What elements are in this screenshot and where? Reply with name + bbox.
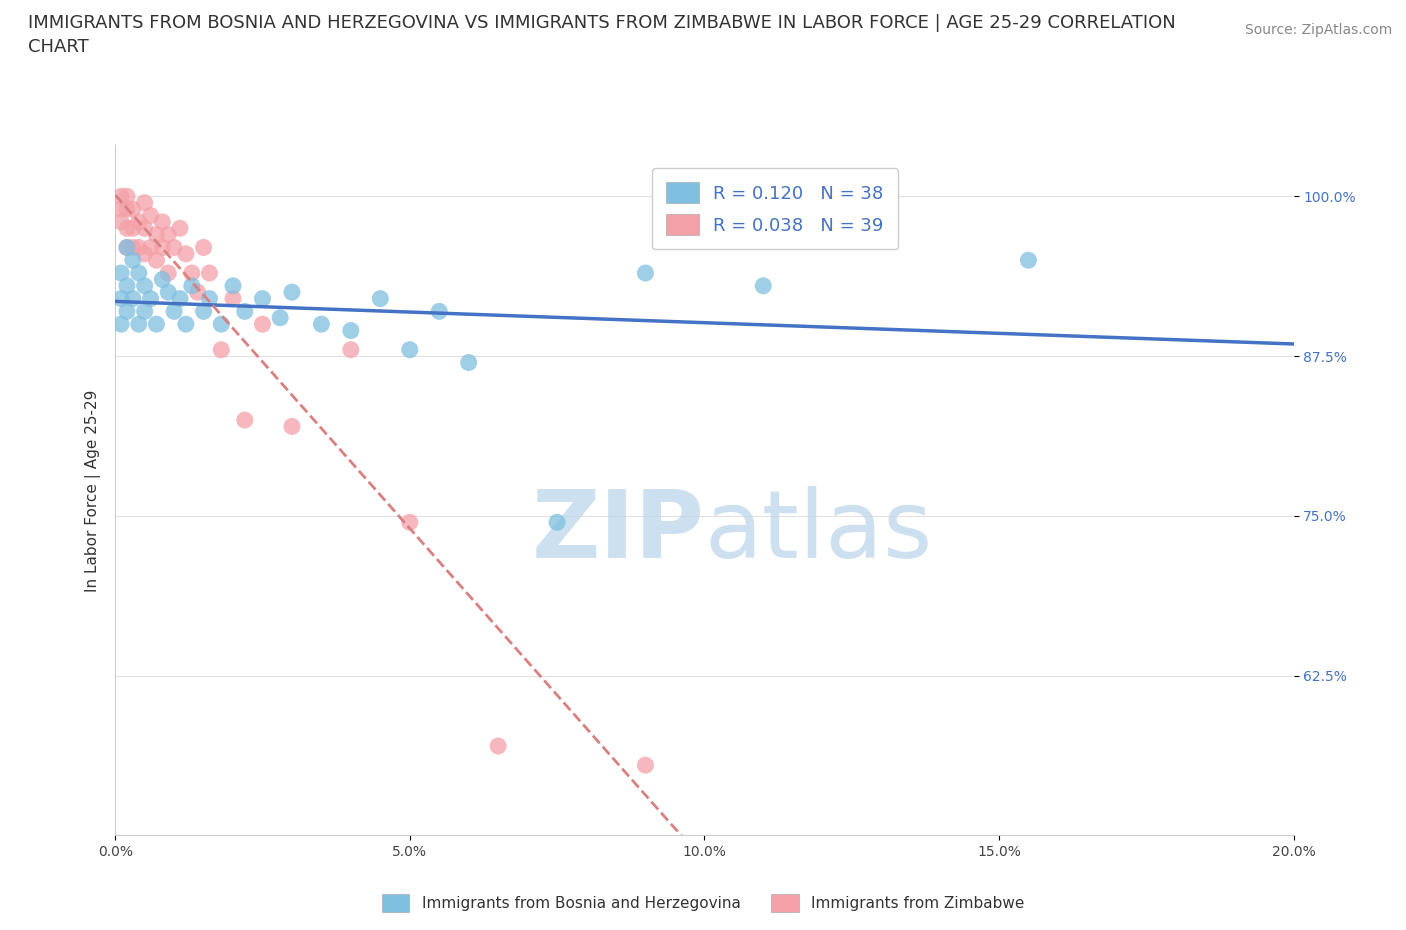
Point: [187, 285, 209, 299]
Point: [340, 323, 363, 338]
Point: [752, 278, 775, 293]
Point: [222, 278, 245, 293]
Point: [128, 266, 150, 281]
Legend: R = 0.120   N = 38, R = 0.038   N = 39: R = 0.120 N = 38, R = 0.038 N = 39: [652, 168, 898, 249]
Point: [121, 240, 143, 255]
Point: [634, 758, 657, 773]
Point: [145, 253, 167, 268]
Point: [163, 240, 186, 255]
Text: Source: ZipAtlas.com: Source: ZipAtlas.com: [1244, 23, 1392, 37]
Point: [546, 515, 568, 530]
Point: [150, 215, 173, 230]
Point: [209, 317, 232, 332]
Point: [281, 285, 304, 299]
Point: [134, 246, 156, 261]
Point: [115, 240, 138, 255]
Point: [398, 342, 420, 357]
Point: [1017, 253, 1039, 268]
Point: [121, 253, 143, 268]
Text: IMMIGRANTS FROM BOSNIA AND HERZEGOVINA VS IMMIGRANTS FROM ZIMBABWE IN LABOR FORC: IMMIGRANTS FROM BOSNIA AND HERZEGOVINA V…: [28, 14, 1175, 56]
Point: [193, 304, 215, 319]
Point: [163, 304, 186, 319]
Point: [169, 291, 191, 306]
Point: [281, 419, 304, 434]
Point: [110, 215, 132, 230]
Point: [134, 304, 156, 319]
Point: [110, 291, 132, 306]
Point: [115, 240, 138, 255]
Point: [398, 515, 420, 530]
Point: [150, 240, 173, 255]
Point: [269, 311, 291, 325]
Point: [311, 317, 333, 332]
Point: [157, 227, 180, 242]
Point: [198, 291, 221, 306]
Point: [110, 202, 132, 217]
Point: [134, 278, 156, 293]
Point: [128, 240, 150, 255]
Point: [110, 189, 132, 204]
Point: [198, 266, 221, 281]
Point: [145, 317, 167, 332]
Point: [115, 304, 138, 319]
Point: [157, 285, 180, 299]
Point: [233, 413, 256, 428]
Point: [115, 202, 138, 217]
Point: [169, 220, 191, 235]
Point: [110, 317, 132, 332]
Point: [193, 240, 215, 255]
Point: [139, 208, 162, 223]
Point: [115, 189, 138, 204]
Point: [180, 278, 202, 293]
Point: [427, 304, 450, 319]
Point: [121, 220, 143, 235]
Point: [139, 291, 162, 306]
Point: [222, 291, 245, 306]
Point: [486, 738, 509, 753]
Point: [128, 215, 150, 230]
Point: [139, 240, 162, 255]
Text: atlas: atlas: [704, 485, 932, 578]
Point: [128, 317, 150, 332]
Point: [340, 342, 363, 357]
Point: [157, 266, 180, 281]
Point: [145, 227, 167, 242]
Text: ZIP: ZIP: [531, 485, 704, 578]
Point: [110, 266, 132, 281]
Point: [634, 266, 657, 281]
Point: [115, 220, 138, 235]
Point: [368, 291, 391, 306]
Point: [150, 272, 173, 286]
Y-axis label: In Labor Force | Age 25-29: In Labor Force | Age 25-29: [86, 389, 101, 591]
Point: [252, 317, 274, 332]
Point: [209, 342, 232, 357]
Point: [134, 220, 156, 235]
Point: [252, 291, 274, 306]
Point: [115, 278, 138, 293]
Point: [233, 304, 256, 319]
Point: [457, 355, 479, 370]
Legend: Immigrants from Bosnia and Herzegovina, Immigrants from Zimbabwe: Immigrants from Bosnia and Herzegovina, …: [375, 888, 1031, 918]
Point: [174, 317, 197, 332]
Point: [121, 202, 143, 217]
Point: [180, 266, 202, 281]
Point: [121, 291, 143, 306]
Point: [174, 246, 197, 261]
Point: [134, 195, 156, 210]
